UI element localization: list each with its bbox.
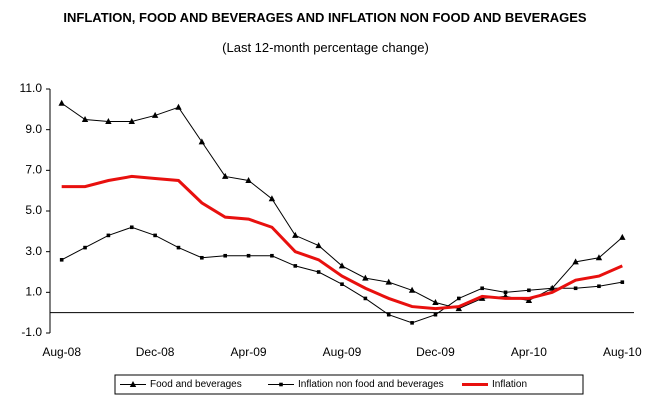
marker <box>433 312 438 317</box>
x-tick-label: Dec-09 <box>416 345 455 359</box>
marker <box>410 321 414 325</box>
marker <box>385 278 392 285</box>
marker <box>105 118 112 125</box>
marker <box>59 258 64 262</box>
marker <box>362 274 369 281</box>
marker <box>223 253 227 258</box>
y-tick-label: 7.0 <box>25 163 42 177</box>
marker <box>81 116 89 122</box>
marker <box>503 290 508 295</box>
marker <box>386 312 391 317</box>
marker <box>480 286 484 291</box>
marker <box>279 382 283 387</box>
marker <box>246 253 251 258</box>
marker <box>58 99 65 106</box>
marker <box>106 233 111 238</box>
marker <box>527 288 531 293</box>
marker <box>268 195 276 202</box>
marker <box>175 103 182 110</box>
marker <box>176 245 181 250</box>
marker <box>597 284 601 289</box>
marker <box>292 231 299 238</box>
marker <box>128 118 135 125</box>
marker <box>408 286 416 293</box>
marker <box>432 299 439 305</box>
x-tick-label: Apr-10 <box>511 345 547 359</box>
y-tick-label: 3.0 <box>25 244 42 258</box>
marker <box>525 296 533 303</box>
series-line <box>61 174 623 311</box>
y-tick-label: 11.0 <box>20 81 43 95</box>
y-tick-label: 1.0 <box>25 285 42 299</box>
marker <box>222 172 229 179</box>
chart-subtitle: (Last 12-month percentage change) <box>222 40 429 55</box>
marker <box>363 296 368 301</box>
marker <box>550 286 555 291</box>
marker <box>153 233 157 238</box>
marker <box>340 282 344 286</box>
x-tick-label: Aug-10 <box>603 345 642 359</box>
marker <box>620 280 625 284</box>
y-tick-label: -1.0 <box>21 325 42 339</box>
x-tick-label: Aug-08 <box>42 345 81 359</box>
series-line <box>61 102 623 310</box>
marker <box>572 258 579 265</box>
legend-label: Inflation <box>492 379 527 390</box>
y-tick-label: 5.0 <box>25 203 42 217</box>
marker <box>198 138 206 145</box>
legend-box <box>114 374 584 395</box>
marker <box>129 225 134 230</box>
marker <box>595 254 603 261</box>
marker <box>270 253 274 258</box>
marker <box>457 296 461 301</box>
chart-title: INFLATION, FOOD AND BEVERAGES AND INFLAT… <box>63 10 587 25</box>
marker <box>455 305 462 312</box>
marker <box>316 270 321 274</box>
marker <box>338 262 346 269</box>
marker <box>200 255 204 260</box>
x-tick-label: Aug-09 <box>323 345 362 359</box>
marker <box>83 245 87 250</box>
marker <box>619 233 626 240</box>
marker <box>129 381 137 387</box>
legend-label: Inflation non food and beverages <box>298 379 444 390</box>
y-tick-label: 9.0 <box>25 122 42 136</box>
x-tick-label: Apr-09 <box>231 345 267 359</box>
marker <box>315 242 322 249</box>
marker <box>293 264 298 268</box>
marker <box>573 286 578 291</box>
marker <box>151 111 159 118</box>
x-tick-label: Dec-08 <box>136 345 175 359</box>
marker <box>245 177 252 183</box>
legend-label: Food and beverages <box>150 379 242 390</box>
